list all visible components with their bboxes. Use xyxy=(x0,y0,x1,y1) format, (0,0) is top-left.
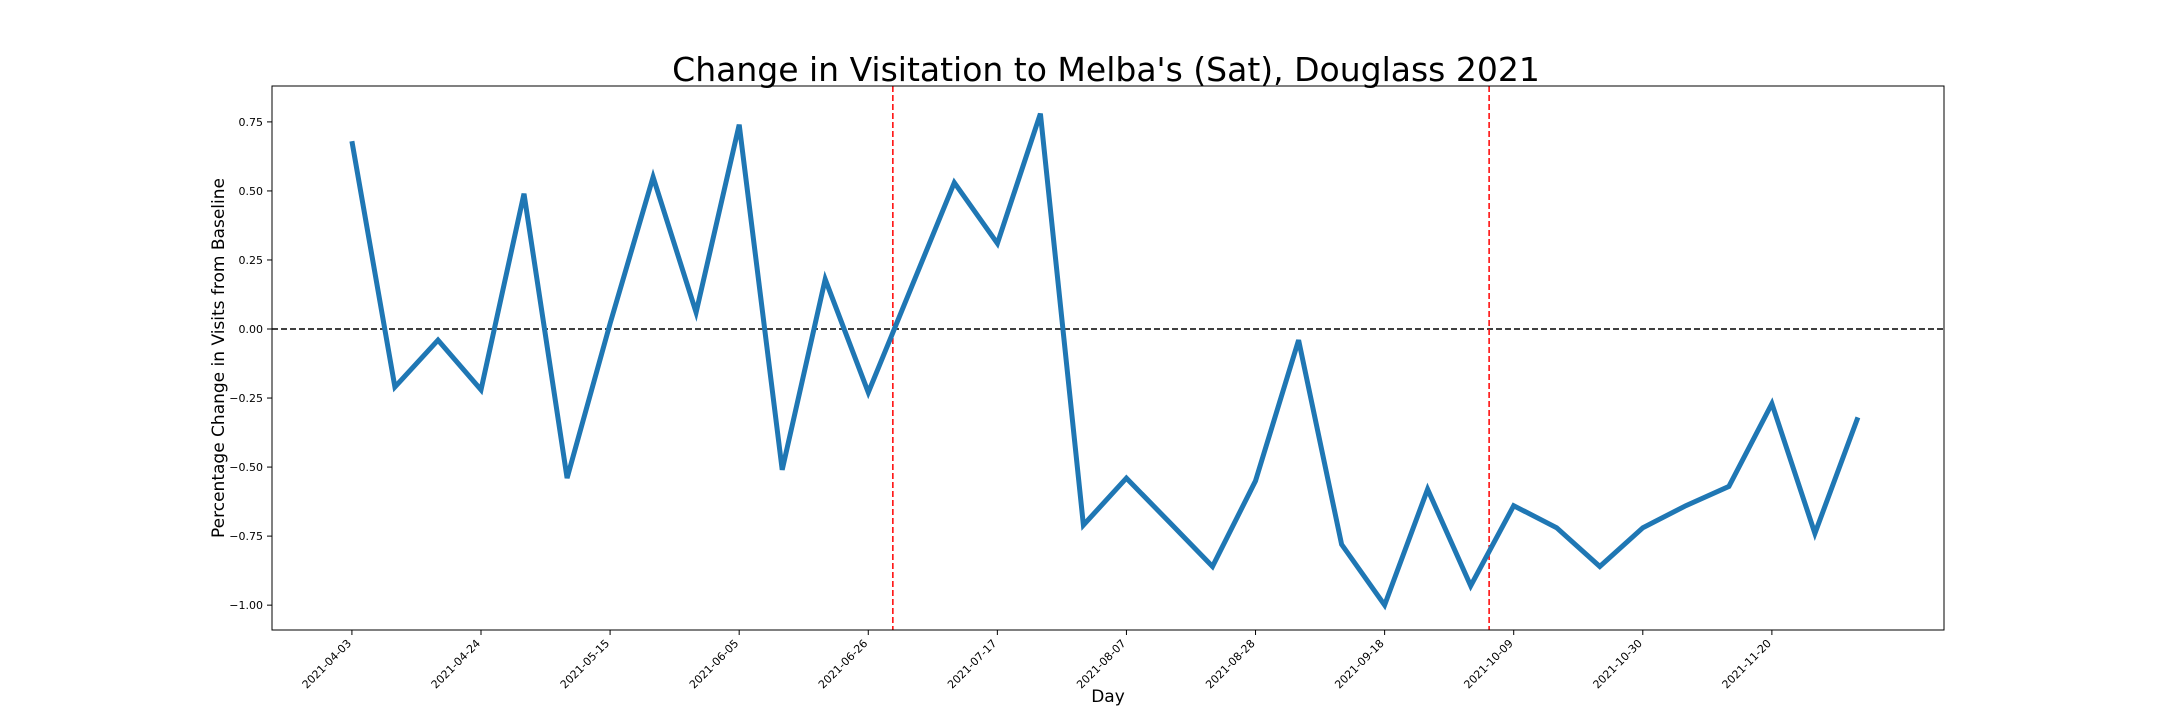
y-tick-label: −1.00 xyxy=(229,599,263,612)
plot-frame xyxy=(271,85,1945,631)
y-tick-label: −0.25 xyxy=(229,392,263,405)
chart-title: Change in Visitation to Melba's (Sat), D… xyxy=(672,50,1540,89)
y-tick-label: 0.00 xyxy=(239,323,264,336)
x-axis-label: Day xyxy=(1091,687,1125,707)
series-line xyxy=(349,112,1861,611)
y-tick-label: 0.50 xyxy=(239,185,264,198)
y-tick-label: −0.75 xyxy=(229,530,263,543)
y-axis-label: Percentage Change in Visits from Baselin… xyxy=(209,178,229,538)
y-tick-label: 0.25 xyxy=(239,254,264,267)
y-tick-label: −0.50 xyxy=(229,461,263,474)
y-tick-label: 0.75 xyxy=(239,116,264,129)
